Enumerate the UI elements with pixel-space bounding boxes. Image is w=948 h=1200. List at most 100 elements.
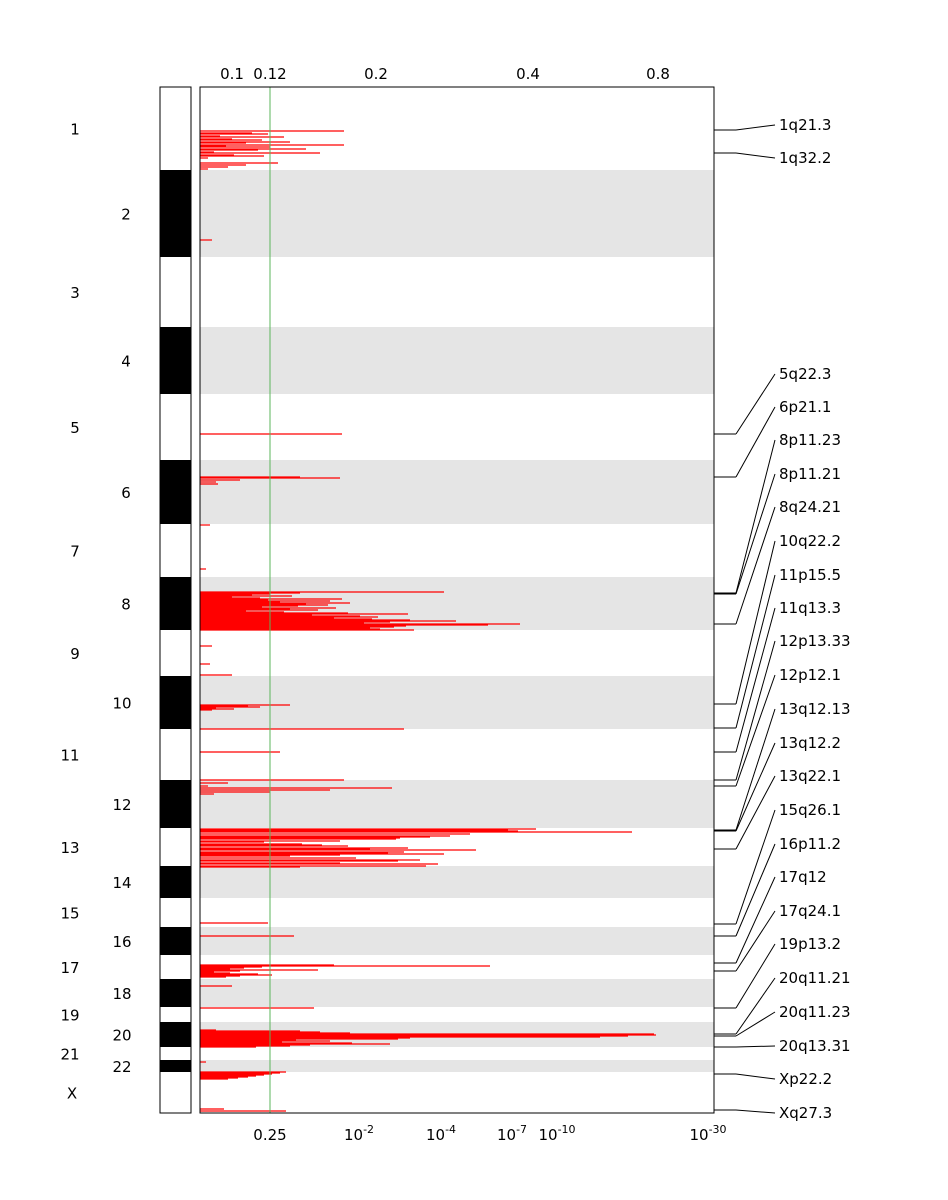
band-shading — [200, 170, 714, 1072]
band-shade — [200, 676, 714, 729]
chromosome-label: 2 — [121, 206, 131, 224]
top-tick-label: 0.8 — [646, 65, 670, 83]
ideogram-frame — [159, 86, 192, 1114]
band-shade — [200, 927, 714, 955]
cytoband-leader — [735, 152, 776, 159]
ideogram-band — [160, 927, 191, 955]
cytoband-label: 13q22.1 — [779, 767, 841, 785]
chromosome-label: 10 — [112, 695, 131, 713]
ideogram-band — [160, 87, 191, 170]
ideogram-band — [160, 1072, 191, 1113]
bottom-tick-label: 10-7 — [497, 1123, 527, 1144]
cytoband-label: Xq27.3 — [779, 1104, 832, 1122]
cytoband-leader — [735, 373, 776, 435]
ideogram-band — [160, 898, 191, 927]
band-shade — [200, 170, 714, 257]
cytoband-label: 1q32.2 — [779, 149, 831, 167]
chromosome-label: X — [67, 1085, 77, 1103]
cytoband-leader — [735, 742, 776, 832]
chromosome-label: 11 — [60, 747, 79, 765]
top-tick-label: 0.2 — [364, 65, 388, 83]
cytoband-leader — [735, 910, 776, 972]
chromosome-label: 3 — [70, 284, 80, 302]
segment-lines — [200, 130, 656, 1112]
cytoband-label: 8q24.21 — [779, 498, 841, 516]
chromosome-label: 14 — [112, 874, 131, 892]
top-tick-label: 0.12 — [253, 65, 286, 83]
top-axis: 0.1 0.12 0.2 0.4 0.8 — [220, 65, 670, 83]
cytoband-leader — [735, 607, 776, 753]
chromosome-label: 9 — [70, 645, 80, 663]
cytoband-leader — [735, 809, 776, 925]
cytoband-label: 8p11.21 — [779, 465, 841, 483]
cytoband-leader — [735, 439, 776, 594]
chromosome-label: 19 — [60, 1007, 79, 1025]
chromosome-label: 8 — [121, 596, 131, 614]
cytoband-leader — [735, 506, 776, 625]
cytoband-leader — [735, 943, 776, 1009]
cytoband-leader — [735, 708, 776, 831]
chromosome-label: 1 — [70, 121, 80, 139]
cytoband-leader — [735, 674, 776, 787]
chromosome-label: 20 — [112, 1027, 131, 1045]
cytoband-label: 20q13.31 — [779, 1037, 851, 1055]
band-shade — [200, 460, 714, 524]
chromosome-label: 12 — [112, 796, 131, 814]
ideogram-band — [160, 327, 191, 394]
cytoband-leader — [735, 574, 776, 729]
chromosome-label: 15 — [60, 905, 79, 923]
cytoband-label: Xp22.2 — [779, 1070, 832, 1088]
chromosome-label: 5 — [70, 419, 80, 437]
ideogram-band — [160, 1060, 191, 1072]
ideogram-band — [160, 955, 191, 979]
band-shade — [200, 866, 714, 898]
cytoband-leader — [735, 640, 776, 781]
cytoband-label: 11p15.5 — [779, 566, 841, 584]
ideogram-band — [160, 866, 191, 898]
chromosome-label: 6 — [121, 484, 131, 502]
cytoband-label: 17q24.1 — [779, 902, 841, 920]
ideogram-band — [160, 979, 191, 1007]
bottom-tick-label: 10-30 — [689, 1123, 726, 1144]
cytoband-label: 8p11.23 — [779, 431, 841, 449]
ideogram-band — [160, 257, 191, 327]
cytoband-label: 11q13.3 — [779, 599, 841, 617]
cytoband-label: 16p11.2 — [779, 835, 841, 853]
band-shade — [200, 1060, 714, 1072]
band-shade — [200, 979, 714, 1007]
cytoband-label: 15q26.1 — [779, 801, 841, 819]
chromosome-label: 13 — [60, 839, 79, 857]
plot-frame — [199, 86, 715, 1114]
cytoband-leader — [735, 473, 776, 595]
cytoband-label: 13q12.13 — [779, 700, 851, 718]
chromosome-label: 7 — [70, 543, 80, 561]
ideogram-band — [160, 1047, 191, 1060]
cytoband-leader — [735, 1073, 776, 1080]
cytoband-leader — [735, 406, 776, 478]
cytoband-label: 12p12.1 — [779, 666, 841, 684]
ideogram-band — [160, 394, 191, 460]
chromosome-label: 17 — [60, 959, 79, 977]
cytoband-leader — [735, 1109, 776, 1114]
ideogram-band — [160, 630, 191, 676]
cytoband-leader — [735, 775, 776, 850]
ideogram-band — [160, 577, 191, 630]
chromosome-label: 4 — [121, 353, 131, 371]
ideogram-band — [160, 524, 191, 577]
cytoband-label: 13q12.2 — [779, 734, 841, 752]
ideogram-band — [160, 828, 191, 866]
cytoband-label: 10q22.2 — [779, 532, 841, 550]
ideogram-strip — [160, 87, 191, 1113]
cytoband-label: 19p13.2 — [779, 935, 841, 953]
band-shade — [200, 327, 714, 394]
band-shade — [200, 780, 714, 828]
cytoband-label: 20q11.21 — [779, 969, 851, 987]
ideogram-band — [160, 460, 191, 524]
cytoband-leader — [735, 977, 776, 1035]
chromosome-label: 18 — [112, 985, 131, 1003]
chromosome-label: 16 — [112, 933, 131, 951]
ideogram-band — [160, 729, 191, 780]
bottom-tick-label: 10-4 — [426, 1123, 456, 1144]
